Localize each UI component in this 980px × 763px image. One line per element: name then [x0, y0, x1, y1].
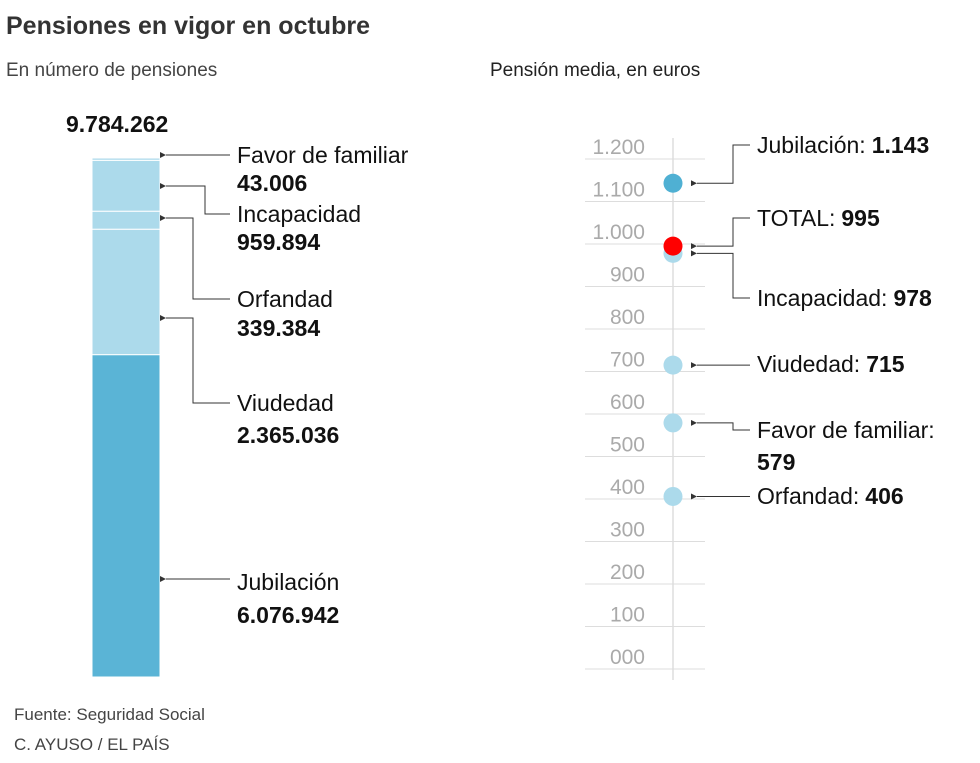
leader-line — [160, 183, 230, 215]
leader-line — [160, 315, 230, 404]
category-label: Favor de familiar — [237, 142, 409, 168]
y-tick-label: 000 — [610, 646, 645, 669]
bar-segment — [91, 228, 161, 356]
dot — [663, 413, 683, 433]
credit: C. AYUSO / EL PAÍS — [14, 735, 170, 754]
point-label: Favor de familiar: 579 — [757, 417, 935, 475]
leader-line — [691, 217, 750, 250]
y-tick-label: 500 — [610, 434, 645, 457]
total-label: 9.784.262 — [66, 111, 168, 137]
category-label: Viudedad — [237, 390, 334, 416]
y-tick-label: 300 — [610, 519, 645, 542]
value-label: 995 — [841, 205, 880, 231]
value-label: 6.076.942 — [237, 602, 339, 628]
bar-segment — [91, 159, 161, 212]
y-tick-label: 400 — [610, 476, 645, 499]
value-label: 2.365.036 — [237, 422, 339, 448]
category-label: Incapacidad — [237, 201, 361, 227]
value-label: 339.384 — [237, 315, 320, 341]
y-tick-label: 1.200 — [592, 136, 645, 159]
title: Pensiones en vigor en octubre — [6, 12, 370, 40]
subtitle: Pensión media, en euros — [490, 60, 700, 81]
category-label: Orfandad — [237, 286, 333, 312]
y-tick-label: 800 — [610, 306, 645, 329]
point-label: TOTAL: 995 — [757, 205, 880, 231]
leader-line — [691, 250, 750, 299]
leader-line — [691, 144, 750, 187]
point-label: Viudedad: 715 — [757, 351, 905, 377]
value-label: 1.143 — [872, 132, 930, 158]
dot — [663, 173, 683, 193]
value-label: 43.006 — [237, 170, 307, 196]
category-label: Orfandad: — [757, 483, 859, 509]
point-label: Jubilación: 1.143 — [757, 132, 929, 158]
y-tick-label: 700 — [610, 349, 645, 372]
y-tick-label: 200 — [610, 561, 645, 584]
y-tick-label: 1.100 — [592, 179, 645, 202]
leader-line — [691, 419, 750, 431]
dot — [663, 486, 683, 506]
dot — [663, 236, 683, 256]
source: Fuente: Seguridad Social — [14, 705, 205, 724]
category-label: Favor de familiar: — [757, 417, 935, 443]
y-tick-label: 600 — [610, 391, 645, 414]
bar-segment — [91, 210, 161, 230]
value-label: 406 — [865, 483, 903, 509]
category-label: Incapacidad: — [757, 285, 887, 311]
y-tick-label: 100 — [610, 604, 645, 627]
bar-segment — [91, 354, 161, 678]
point-label: Orfandad: 406 — [757, 483, 904, 509]
value-label: 579 — [757, 449, 795, 475]
category-label: TOTAL: — [757, 205, 835, 231]
y-tick-label: 900 — [610, 264, 645, 287]
y-tick-label: 1.000 — [592, 221, 645, 244]
leader-line — [160, 215, 230, 300]
subtitle: En número de pensiones — [6, 60, 217, 81]
category-label: Jubilación: — [757, 132, 866, 158]
value-label: 978 — [893, 285, 932, 311]
category-label: Viudedad: — [757, 351, 860, 377]
bar-segment — [91, 157, 161, 161]
value-label: 715 — [866, 351, 905, 377]
category-label: Jubilación — [237, 569, 339, 595]
point-label: Incapacidad: 978 — [757, 285, 932, 311]
value-label: 959.894 — [237, 229, 320, 255]
dot — [663, 355, 683, 375]
